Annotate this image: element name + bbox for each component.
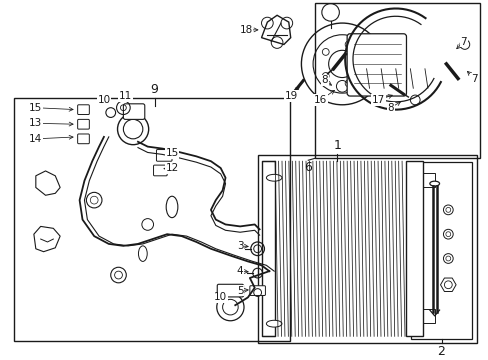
Text: 3: 3 <box>236 241 243 251</box>
FancyBboxPatch shape <box>78 105 89 114</box>
Text: 12: 12 <box>165 163 178 173</box>
Ellipse shape <box>166 196 178 218</box>
Text: 15: 15 <box>165 148 178 158</box>
Bar <box>422 173 434 186</box>
Text: 10: 10 <box>97 95 110 105</box>
Text: 9: 9 <box>150 83 158 96</box>
Bar <box>405 161 422 336</box>
Text: 4: 4 <box>236 266 243 276</box>
Text: 16: 16 <box>314 95 327 105</box>
Text: 17: 17 <box>371 95 384 105</box>
Text: 18: 18 <box>239 25 252 35</box>
Text: 13: 13 <box>29 118 42 128</box>
Text: 10: 10 <box>214 292 227 302</box>
Bar <box>14 98 289 341</box>
Ellipse shape <box>429 181 439 186</box>
FancyBboxPatch shape <box>217 284 243 297</box>
Bar <box>410 162 471 339</box>
FancyBboxPatch shape <box>346 34 406 96</box>
Bar <box>422 309 434 323</box>
Text: 14: 14 <box>29 134 42 144</box>
FancyBboxPatch shape <box>78 120 89 129</box>
FancyBboxPatch shape <box>123 104 144 120</box>
Ellipse shape <box>138 246 147 261</box>
Text: 11: 11 <box>119 91 132 101</box>
FancyBboxPatch shape <box>153 165 167 176</box>
FancyBboxPatch shape <box>78 134 89 144</box>
FancyBboxPatch shape <box>156 149 172 161</box>
Text: 6: 6 <box>304 161 311 174</box>
Text: 8: 8 <box>387 103 393 113</box>
Text: 7: 7 <box>460 37 466 46</box>
Text: 5: 5 <box>236 285 243 296</box>
Bar <box>261 161 275 336</box>
Bar <box>257 156 475 343</box>
Text: 1: 1 <box>333 139 341 153</box>
FancyBboxPatch shape <box>249 286 265 296</box>
Text: 8: 8 <box>321 76 327 85</box>
Bar <box>314 3 479 158</box>
Text: 2: 2 <box>437 345 445 358</box>
Ellipse shape <box>266 174 282 181</box>
Ellipse shape <box>266 320 282 327</box>
Text: 7: 7 <box>470 73 477 84</box>
Text: 15: 15 <box>29 103 42 113</box>
Text: 19: 19 <box>285 91 298 101</box>
